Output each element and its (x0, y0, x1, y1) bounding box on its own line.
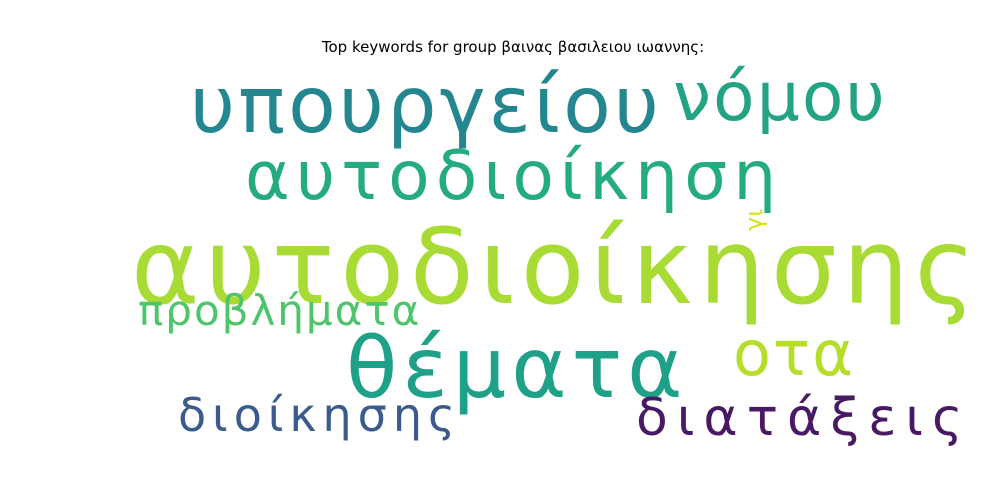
word-themata: θέματα (346, 319, 688, 417)
word-aytodioikisi: αυτοδιοίκηση (245, 137, 783, 216)
word-nomou: νόμου (673, 58, 887, 137)
word-ypourgeiou: υπουργείου (190, 61, 663, 151)
word-aytodioikisis: αυτοδιοίκησης (131, 206, 982, 328)
word-diataxeis: διατάξεις (636, 388, 972, 448)
word-dioikisis: διοίκησης (178, 388, 461, 442)
word-ota: οτα (733, 317, 856, 390)
word-provlimata: προβλήματα (138, 286, 422, 335)
chart-title: Top keywords for group βαινας βασιλειου … (321, 38, 705, 56)
